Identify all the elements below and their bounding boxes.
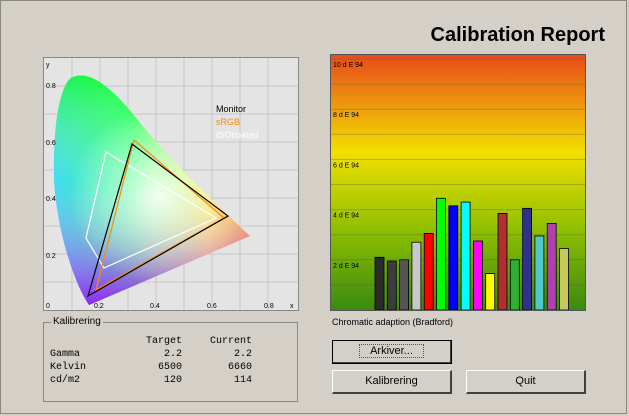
bar	[522, 207, 533, 310]
bar	[485, 273, 496, 310]
cie-legend: Monitor sRGB ISOcoated	[216, 104, 259, 140]
group-title: Kalibrering	[51, 316, 103, 327]
bar	[509, 259, 520, 310]
bar-y-tick-label: 8 d E 94	[333, 112, 359, 119]
bar	[399, 259, 409, 310]
bar	[559, 248, 569, 310]
x-tick: 0.4	[150, 303, 160, 310]
table-header-row: Target Current	[50, 335, 252, 348]
x-tick: 0.8	[264, 303, 274, 310]
col-current: Current	[209, 336, 252, 347]
current-value: 6660	[227, 362, 252, 373]
chart-caption: Chromatic adaption (Bradford)	[332, 317, 454, 327]
table-row: cd/m2 120 114	[50, 374, 252, 387]
row-label: Kelvin	[50, 362, 87, 373]
bar-series	[374, 197, 569, 310]
delta-e-bar-chart: 2 d E 94 4 d E 94 6 d E 94 8 d E 94 10 d E 9…	[330, 54, 586, 311]
bar-y-tick-label: 6 d E 94	[333, 162, 359, 169]
arkiver-button-label: Arkiver...	[359, 344, 424, 358]
y-tick: 0.8	[46, 83, 56, 90]
table-row: Gamma 2.2 2.2	[50, 348, 252, 361]
axis-x-label: x	[290, 303, 294, 310]
bar	[386, 260, 397, 310]
bar-y-tick-label: 4 d E 94	[333, 213, 359, 220]
current-value: 2.2	[233, 349, 252, 360]
kalibrering-button[interactable]: Kalibrering	[332, 370, 452, 394]
bar	[448, 205, 459, 310]
col-target: Target	[145, 336, 182, 347]
kalibrering-group: Kalibrering Target Current Gamma 2.2 2.2…	[43, 316, 298, 402]
target-value: 6500	[157, 362, 182, 373]
bar	[411, 241, 422, 310]
page-title: Calibration Report	[430, 24, 605, 46]
monitor-gamut	[87, 142, 230, 298]
bar	[534, 235, 545, 310]
bar-y-tick-label: 10 d E 94	[333, 62, 363, 69]
axis-y-label: y	[46, 62, 50, 69]
isocoated-gamut	[85, 151, 218, 269]
x-tick: 0.2	[94, 303, 104, 310]
bar	[497, 212, 508, 310]
bar	[546, 223, 557, 310]
legend-monitor: Monitor	[216, 104, 246, 114]
bar	[436, 197, 446, 310]
cie-gamut-chart: y x 0 0.2 0.4 0.6 0.8 0.2 0.4 0.6 0.8 Mo…	[43, 57, 299, 311]
y-tick: 0.2	[46, 253, 56, 260]
bar-y-tick-label: 2 d E 94	[333, 263, 359, 270]
bar	[423, 233, 434, 310]
y-tick: 0.4	[46, 196, 56, 203]
legend-isocoated: ISOcoated	[216, 130, 259, 140]
table-row: Kelvin 6500 6660	[50, 361, 252, 374]
current-value: 114	[233, 375, 252, 386]
x-tick: 0	[46, 303, 50, 310]
row-label: cd/m2	[50, 375, 81, 386]
row-label: Gamma	[50, 349, 81, 360]
target-value: 2.2	[163, 349, 182, 360]
y-tick: 0.6	[46, 140, 56, 147]
quit-button[interactable]: Quit	[466, 370, 586, 394]
target-value: 120	[163, 375, 182, 386]
bar	[374, 256, 385, 310]
cie-svg: y x 0 0.2 0.4 0.6 0.8 0.2 0.4 0.6 0.8 Mo…	[44, 58, 298, 310]
bar	[460, 201, 471, 310]
legend-srgb: sRGB	[216, 117, 240, 127]
cie-axis-labels: y x 0 0.2 0.4 0.6 0.8 0.2 0.4 0.6 0.8	[46, 62, 294, 310]
bar-chart-svg: 2 d E 94 4 d E 94 6 d E 94 8 d E 94 10 d E 9…	[331, 55, 585, 310]
arkiver-button[interactable]: Arkiver...	[332, 340, 452, 364]
x-tick: 0.6	[207, 303, 217, 310]
bar-y-tick-labels: 2 d E 94 4 d E 94 6 d E 94 8 d E 94 10 d E 9…	[333, 62, 363, 270]
bar	[472, 240, 483, 310]
kalibrering-table: Target Current Gamma 2.2 2.2 Kelvin 6500…	[50, 335, 252, 387]
spectral-locus	[53, 75, 251, 305]
